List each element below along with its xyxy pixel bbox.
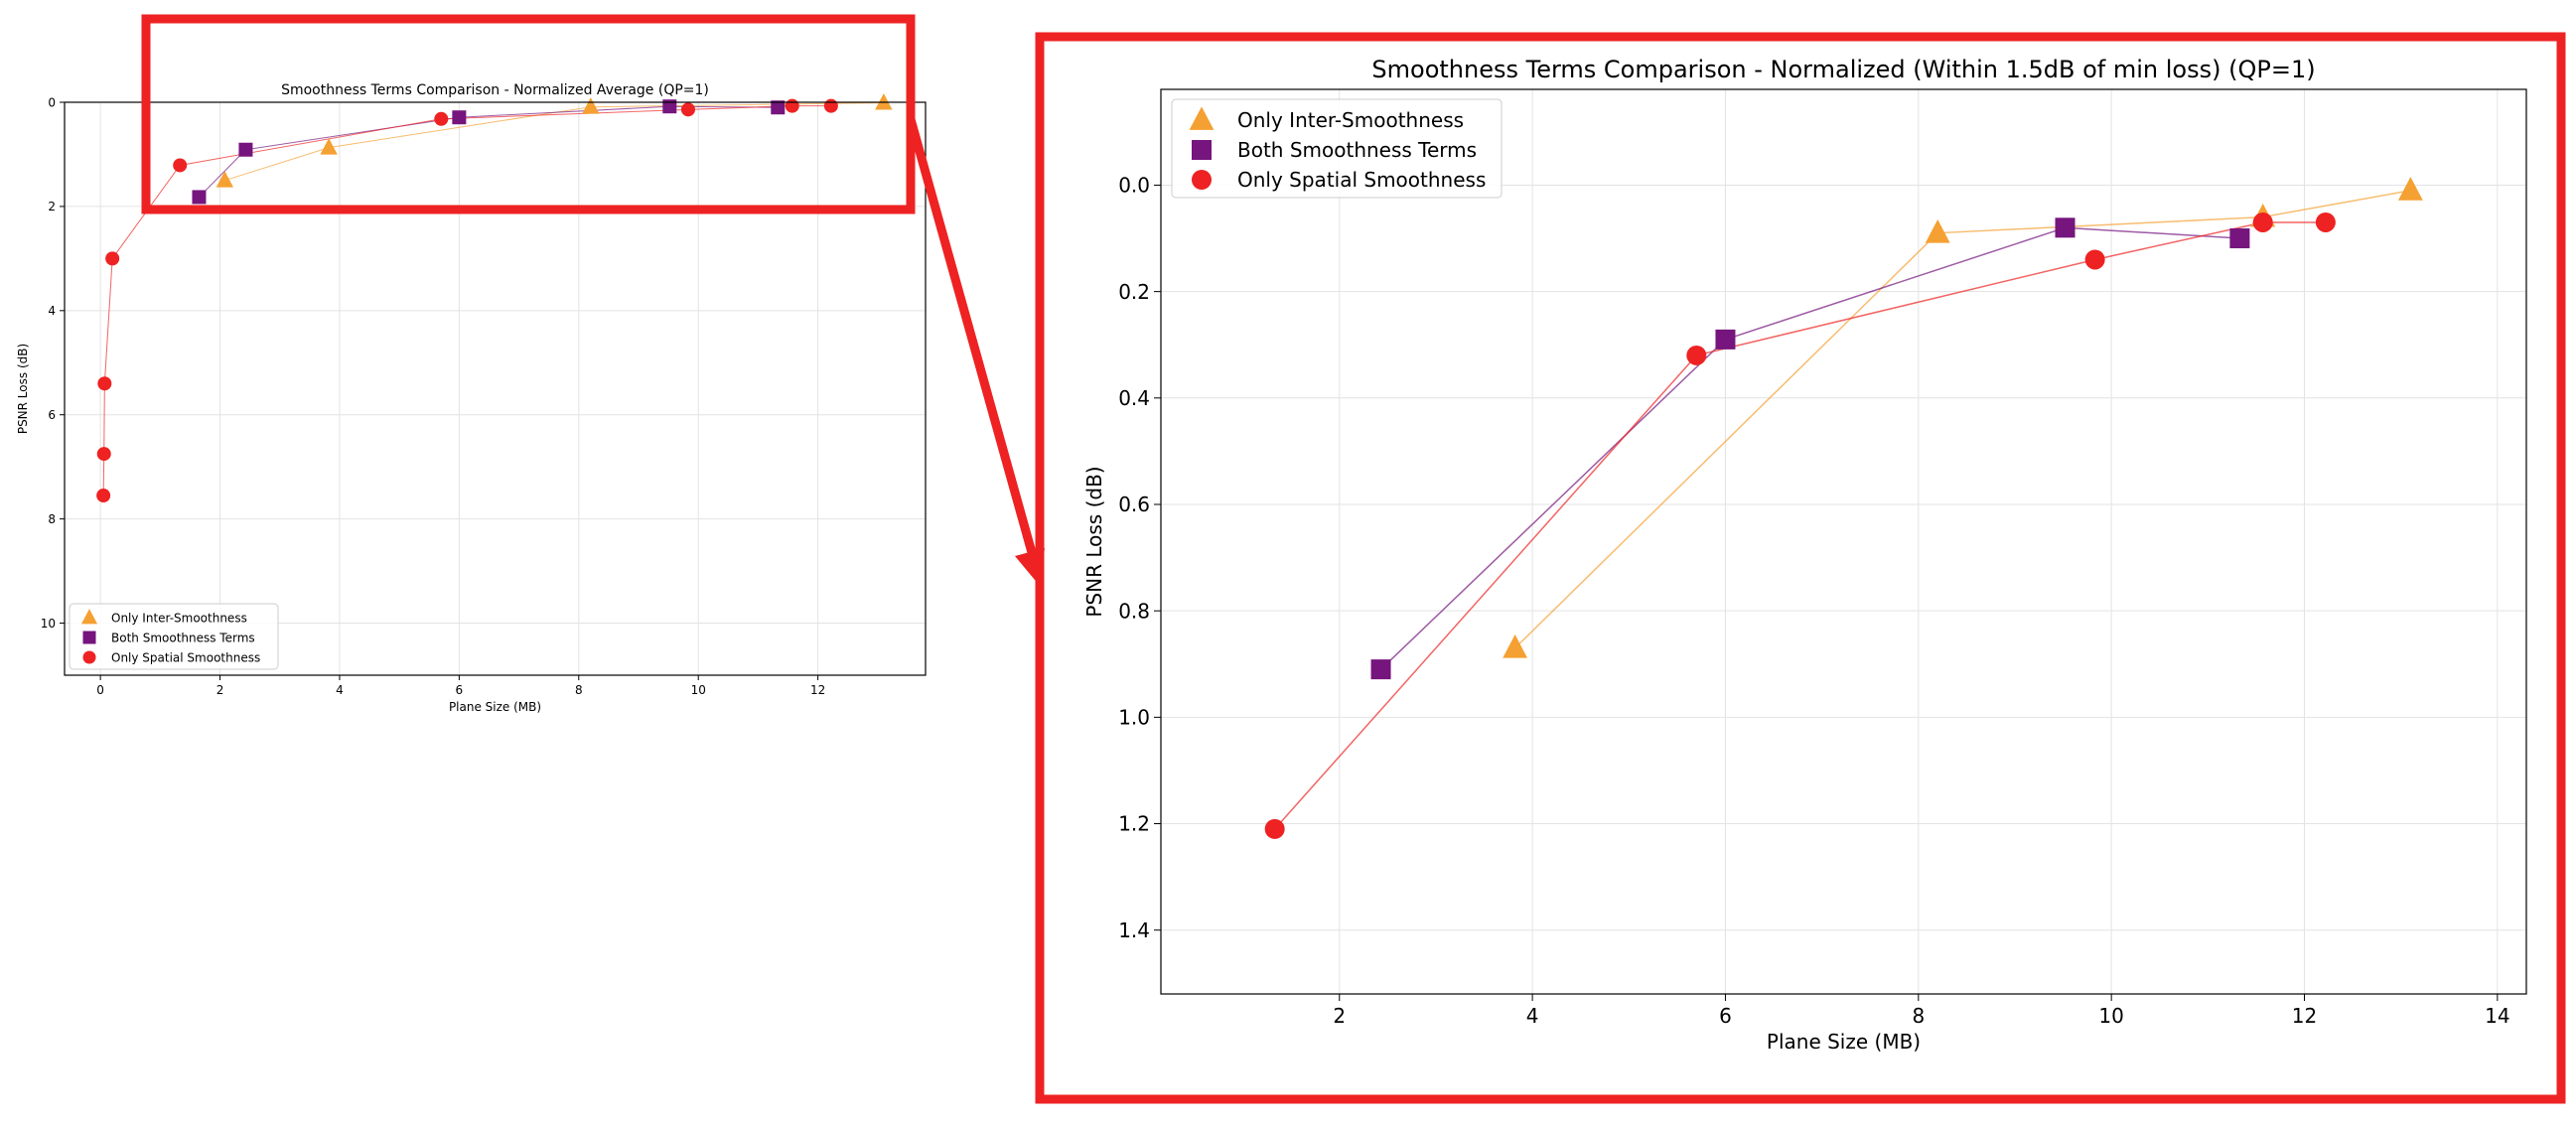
x-tick-label: 8 [575, 683, 583, 697]
data-point [1264, 818, 1285, 839]
data-point [2315, 212, 2336, 232]
data-point [662, 99, 677, 114]
y-tick-label: 4 [48, 304, 56, 318]
x-tick-label: 6 [1719, 1004, 1732, 1028]
data-point [434, 111, 449, 126]
legend-marker [82, 631, 96, 644]
y-tick-label: 0.4 [1118, 386, 1150, 410]
x-tick-label: 4 [1526, 1004, 1539, 1028]
x-tick-label: 2 [1333, 1004, 1346, 1028]
data-point [105, 251, 120, 266]
x-tick-label: 10 [2098, 1004, 2123, 1028]
legend-label: Both Smoothness Terms [1237, 138, 1477, 162]
data-point [2084, 249, 2105, 270]
data-point [2252, 212, 2273, 232]
y-tick-label: 0.6 [1118, 493, 1150, 516]
legend-label: Only Inter-Smoothness [1237, 108, 1464, 132]
plot-frame [1160, 88, 2527, 995]
chart-title: Smoothness Terms Comparison - Normalized… [1371, 56, 2315, 83]
data-point [1925, 219, 1950, 243]
y-tick-label: 8 [48, 512, 56, 526]
data-point [452, 110, 467, 125]
chart-title: Smoothness Terms Comparison - Normalized… [281, 82, 709, 98]
data-point [771, 100, 786, 115]
legend-marker [80, 609, 98, 625]
legend-box [1171, 98, 1503, 199]
legend-marker [1192, 140, 1212, 160]
data-point [1715, 329, 1736, 350]
y-tick-label: 0.2 [1118, 280, 1150, 304]
data-point [192, 190, 207, 205]
x-tick-label: 6 [456, 683, 464, 697]
series-line [224, 102, 884, 182]
y-tick-label: 0.0 [1118, 174, 1150, 198]
data-point [1370, 659, 1391, 680]
data-point [2229, 228, 2250, 249]
x-tick-label: 0 [96, 683, 104, 697]
data-point [582, 97, 600, 114]
data-point [680, 102, 695, 117]
legend-label: Only Inter-Smoothness [111, 611, 247, 625]
data-point [823, 98, 838, 113]
zoom-arrow-line [906, 117, 1038, 558]
data-point [215, 171, 234, 188]
series-line [1514, 190, 2411, 649]
x-tick-label: 2 [216, 683, 224, 697]
x-tick-label: 14 [2485, 1004, 2509, 1028]
data-point [320, 138, 338, 155]
data-point [173, 158, 188, 173]
data-point [2055, 217, 2075, 238]
data-point [1686, 345, 1707, 365]
series-line [1380, 226, 2240, 670]
y-tick-label: 10 [41, 617, 56, 631]
x-tick-label: 12 [810, 683, 825, 697]
legend-label: Only Spatial Smoothness [111, 650, 260, 664]
zoom-arrow-head [1015, 548, 1045, 586]
x-tick-label: 8 [1912, 1004, 1925, 1028]
zoom-callout [141, 14, 2566, 1104]
x-tick-label: 12 [2292, 1004, 2317, 1028]
plot-frame [64, 101, 927, 676]
data-point [1503, 634, 1528, 658]
legend-label: Both Smoothness Terms [111, 631, 255, 644]
series-line [199, 105, 779, 198]
legend-marker [1192, 170, 1212, 190]
x-axis-label: Plane Size (MB) [449, 700, 541, 714]
x-tick-label: 4 [336, 683, 344, 697]
series-line [102, 105, 831, 496]
legend-box [69, 603, 279, 670]
zoom-source-box [141, 14, 916, 214]
y-tick-label: 1.4 [1118, 918, 1150, 942]
data-point [96, 489, 111, 503]
overview-chart: 0 2 4 6 8 10 12 0 2 4 6 8 10 Smoothness Terms Compari… [16, 82, 927, 714]
data-point [875, 92, 893, 110]
zoomed-chart: 2 4 6 8 10 12 14 0.0 0.2 0.4 0.6 0.8 1.0 1.2 1.4 Smooth… [1082, 56, 2527, 1054]
y-tick-label: 0 [48, 95, 56, 109]
data-point [785, 98, 799, 113]
series-line [1274, 221, 2326, 830]
y-axis-label: PSNR Loss (dB) [1082, 466, 1106, 617]
data-point [2397, 177, 2423, 201]
x-axis-label: Plane Size (MB) [1767, 1030, 1921, 1054]
data-point [238, 142, 253, 157]
y-tick-label: 6 [48, 408, 56, 422]
y-tick-label: 1.2 [1118, 812, 1150, 836]
y-axis-label: PSNR Loss (dB) [16, 344, 30, 434]
y-tick-label: 1.0 [1118, 706, 1150, 730]
y-tick-label: 2 [48, 200, 56, 213]
y-tick-label: 0.8 [1118, 599, 1150, 623]
data-point [96, 447, 111, 462]
x-tick-label: 10 [691, 683, 706, 697]
data-point [97, 376, 112, 391]
legend-marker [82, 650, 96, 664]
legend-marker [1189, 106, 1215, 130]
legend-label: Only Spatial Smoothness [1237, 168, 1486, 192]
